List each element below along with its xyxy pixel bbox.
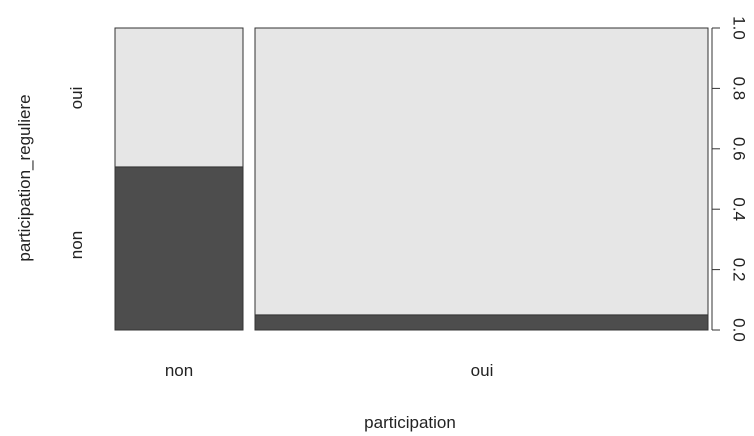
y-axis-right: 0.0 0.2 0.4 0.6 0.8 1.0: [711, 16, 749, 342]
tile-non-non: [114, 166, 244, 331]
x-category-label-non: non: [165, 361, 193, 380]
y-tick-label: 0.4: [730, 197, 749, 221]
y-axis-label: participation_reguliere: [15, 94, 34, 261]
y-tick-label: 1.0: [730, 16, 749, 40]
y-tick-label: 0.6: [730, 137, 749, 161]
y-tick-label: 0.8: [730, 77, 749, 101]
y-category-label-non: non: [67, 231, 86, 259]
tile-non-oui: [114, 27, 244, 168]
x-category-label-oui: oui: [471, 361, 494, 380]
y-tick-label: 0.0: [730, 318, 749, 342]
tile-oui-oui: [254, 27, 709, 316]
y-category-label-oui: oui: [67, 87, 86, 110]
tile-oui-non: [254, 314, 709, 331]
y-tick-label: 0.2: [730, 258, 749, 282]
mosaic-tiles: [114, 27, 709, 331]
x-axis-label: participation: [364, 413, 456, 432]
